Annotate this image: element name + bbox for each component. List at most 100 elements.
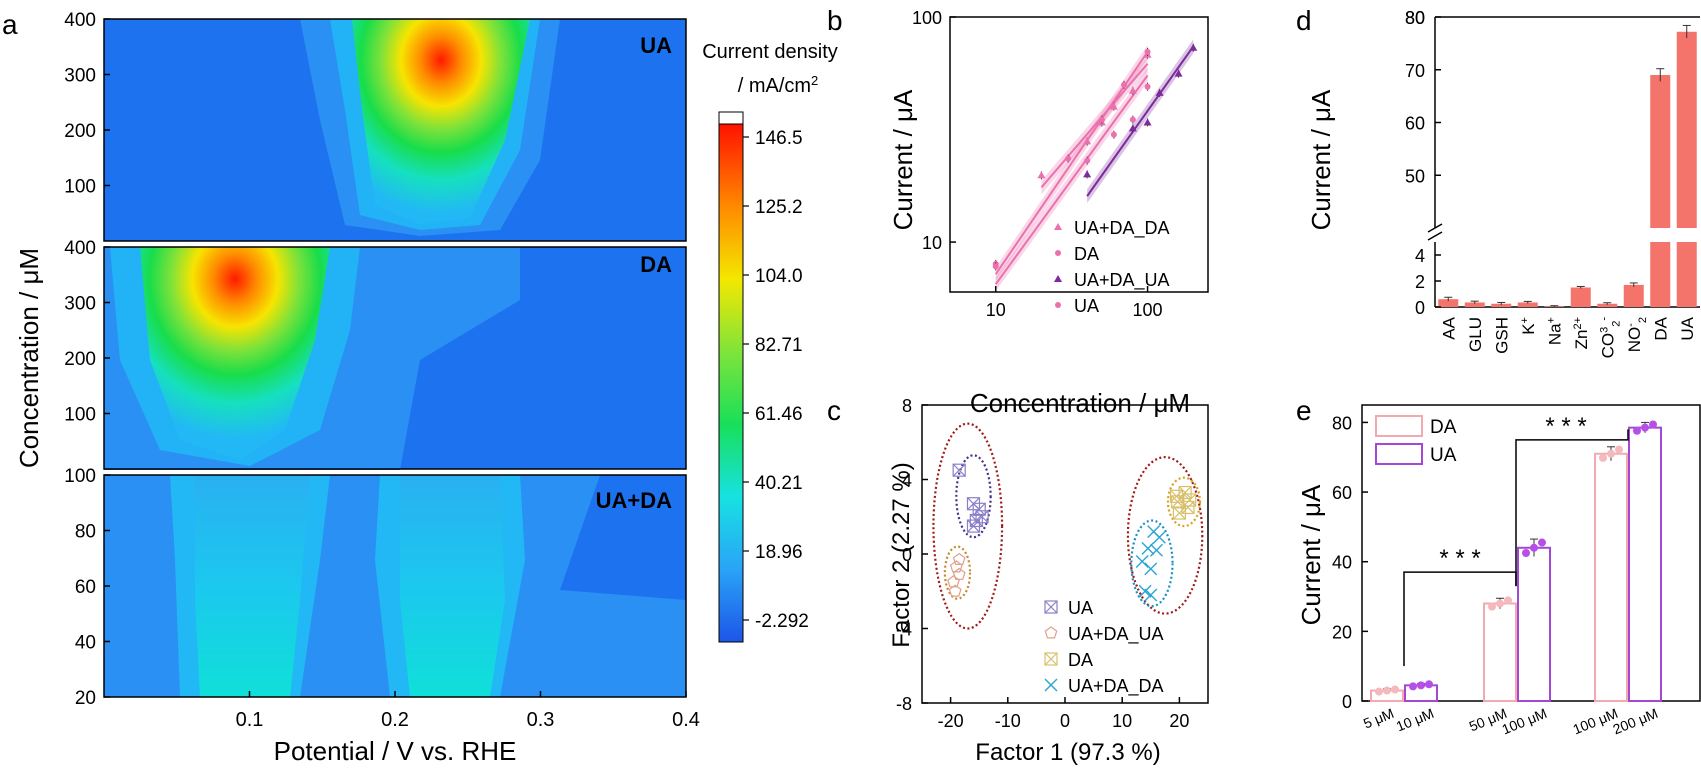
data-point <box>1109 102 1118 110</box>
category-label-main: GLU <box>1466 317 1485 352</box>
panel-d-ytick-label: 80 <box>1405 8 1425 28</box>
replicate-dot <box>1538 538 1546 547</box>
data-point <box>1065 155 1072 162</box>
bar-label: 200 μM <box>1611 705 1661 737</box>
panel-e-ytick-label: 60 <box>1332 483 1352 503</box>
panel-d-ylabel: Current / μA <box>1306 89 1336 230</box>
colorbar-tick-label: 61.46 <box>755 404 803 425</box>
panel-a-ytick-label: 20 <box>75 688 96 709</box>
panel-e-ylabel: Current / μA <box>1296 484 1326 625</box>
legend-label: UA+DA_UA <box>1074 270 1170 291</box>
significance-bracket <box>1515 429 1629 587</box>
category-label-main: GSH <box>1492 317 1511 354</box>
data-point <box>948 584 962 597</box>
bar <box>1483 602 1517 703</box>
bar <box>1628 426 1662 702</box>
fit-line <box>994 51 1149 275</box>
category-label: Zn2+ <box>1572 317 1591 349</box>
bar <box>1623 284 1644 307</box>
panel-a-ytick-label: 200 <box>64 121 96 142</box>
panel-c-ytick-label: 8 <box>902 396 912 416</box>
panel-b-xtick-label: 10 <box>986 300 1006 320</box>
category-label: AA <box>1439 316 1458 339</box>
data-point <box>1129 116 1136 123</box>
panel-b-ytick-label: 10 <box>922 233 942 253</box>
category-label: K+ <box>1519 317 1538 335</box>
legend-marker <box>1055 302 1061 308</box>
data-point <box>1121 81 1128 88</box>
confidence-ellipse <box>943 545 972 600</box>
panel-c-xtick-label: -20 <box>938 711 964 731</box>
bar-label: 10 μM <box>1394 705 1436 735</box>
panel-c-xtick-label: 10 <box>1112 711 1132 731</box>
legend-label: UA <box>1430 445 1457 466</box>
panel-c-ytick-label: 4 <box>902 471 912 491</box>
legend-label: DA <box>1430 417 1457 438</box>
contour-mixed <box>104 475 686 697</box>
data-point <box>1155 88 1164 96</box>
legend-marker-stroke <box>1044 600 1058 614</box>
panel-c-xlabel: Factor 1 (97.3 %) <box>975 739 1160 766</box>
axis-break-gap <box>1675 228 1698 242</box>
replicate-dot <box>1649 420 1657 429</box>
panel-b-xlabel: Concentration / μM <box>970 388 1190 418</box>
panel-d-ytick-label: 60 <box>1405 114 1425 134</box>
colorbar-title-line2: / mA/cm2 <box>738 73 819 98</box>
panel-a-ytick-label: 60 <box>75 577 96 598</box>
data-point <box>1098 116 1105 123</box>
data-point-stroke <box>1172 506 1186 520</box>
legend-label: DA <box>1074 244 1099 264</box>
bar <box>1438 299 1459 307</box>
panel-a-xtick-label: 0.4 <box>672 709 700 731</box>
replicate-dot <box>1425 680 1433 689</box>
data-point <box>1183 493 1197 507</box>
data-point-stroke <box>1141 541 1155 555</box>
panel-c-xtick-label: 20 <box>1169 711 1189 731</box>
panel-e-ytick-label: 40 <box>1332 553 1352 573</box>
bar <box>1517 546 1551 703</box>
category-label-main: Na <box>1545 323 1564 345</box>
data-point <box>1144 48 1151 55</box>
panel-a-ytick-label: 100 <box>64 466 96 487</box>
legend-marker <box>1044 626 1058 639</box>
subpanel-label-ua: UA <box>640 33 672 58</box>
legend-marker-stroke <box>1044 678 1058 692</box>
category-label-sup: - <box>1598 317 1610 321</box>
data-point-stroke <box>969 514 983 527</box>
panel-e-ytick-label: 80 <box>1332 413 1352 433</box>
bar <box>1594 452 1628 702</box>
data-point-stroke <box>1144 588 1158 602</box>
panel-letter-d: d <box>1296 5 1312 36</box>
data-point <box>1172 506 1187 520</box>
legend-label: UA+DA_UA <box>1068 624 1164 645</box>
confidence-ellipse <box>1126 456 1204 615</box>
data-point-stroke <box>972 502 986 516</box>
significance-stars: * * * <box>1439 545 1480 572</box>
panel-letter-c: c <box>827 395 841 426</box>
category-label-main: Zn <box>1572 330 1591 350</box>
data-point <box>1083 137 1092 145</box>
panel-a-ylabel: Concentration / μM <box>14 248 44 468</box>
bar <box>1597 303 1618 307</box>
subpanel-label-da: DA <box>640 252 672 277</box>
panel-a-ytick-label: 100 <box>64 177 96 198</box>
confidence-ellipse <box>932 422 1004 630</box>
replicate-dot <box>1607 449 1615 458</box>
confidence-ellipse <box>1166 476 1202 528</box>
panel-a-ytick-label: 400 <box>64 238 96 259</box>
bar <box>1517 302 1538 307</box>
category-label-main: CO <box>1598 333 1617 359</box>
data-point <box>1189 43 1198 51</box>
replicate-dot <box>1615 445 1623 454</box>
colorbar-tick-label: 82.71 <box>755 335 803 356</box>
data-point <box>952 567 966 580</box>
category-label: NO-2 <box>1625 317 1649 352</box>
replicate-dot <box>1599 453 1607 462</box>
colorbar: Current density / mA/cm2 146.5 125.2 104.0… <box>702 41 838 643</box>
legend-marker <box>1044 652 1058 666</box>
panel-e-ytick-label: 0 <box>1342 692 1352 712</box>
fit-line <box>1086 45 1195 197</box>
legend-swatch <box>1375 415 1423 437</box>
